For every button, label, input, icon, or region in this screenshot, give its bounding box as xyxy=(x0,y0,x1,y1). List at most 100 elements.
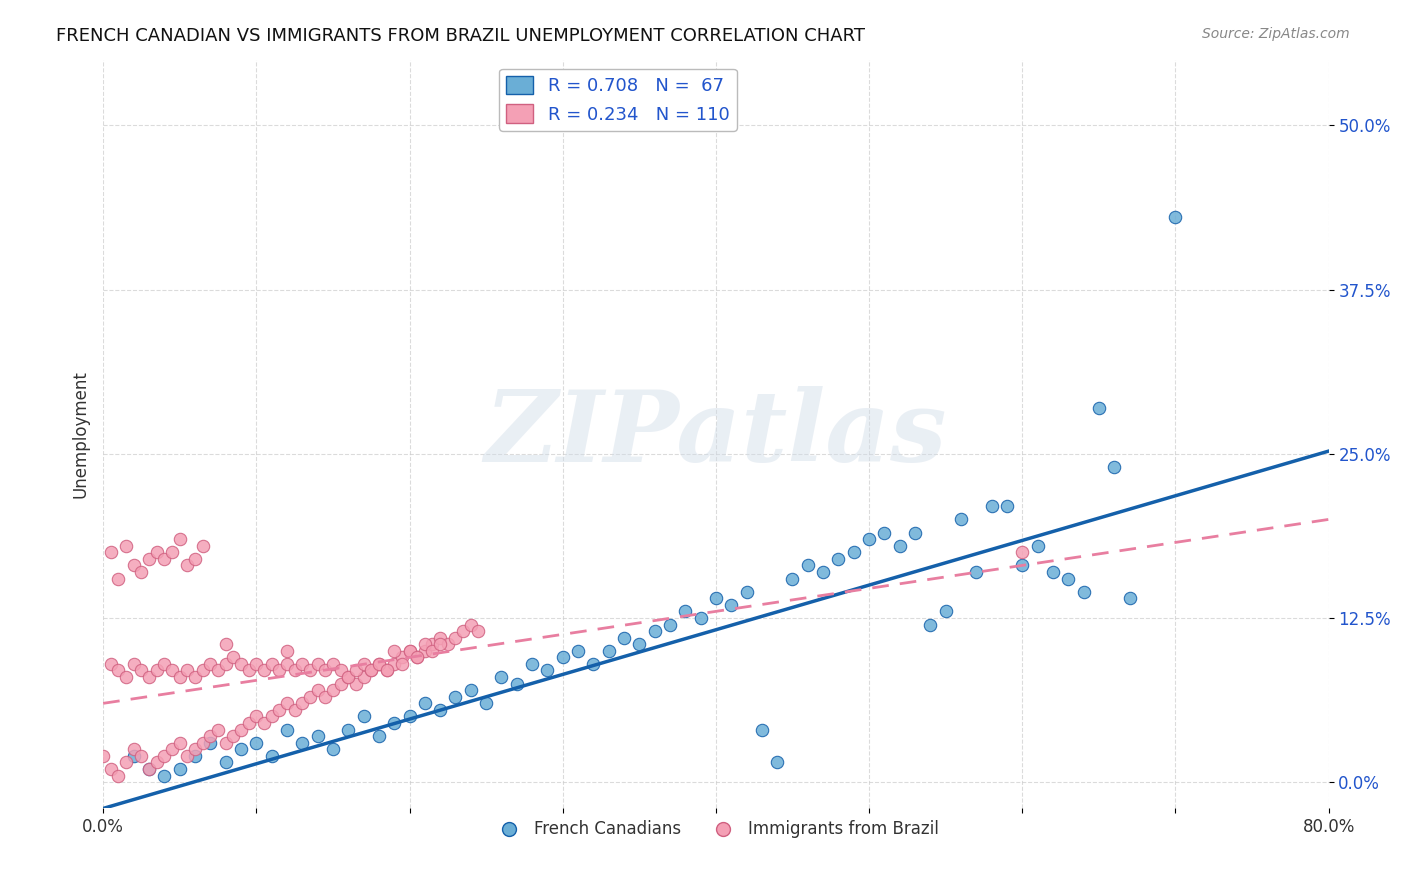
Point xyxy=(291,657,314,671)
Point xyxy=(138,551,160,566)
Point xyxy=(222,650,245,665)
Point xyxy=(145,664,167,678)
Text: Source: ZipAtlas.com: Source: ZipAtlas.com xyxy=(1202,27,1350,41)
Point xyxy=(307,657,329,671)
Point xyxy=(1073,584,1095,599)
Point xyxy=(131,664,153,678)
Point xyxy=(276,657,298,671)
Point xyxy=(138,762,160,776)
Point xyxy=(191,736,214,750)
Point xyxy=(536,664,558,678)
Point xyxy=(238,716,260,731)
Point xyxy=(115,539,138,553)
Point xyxy=(298,690,321,704)
Point xyxy=(406,650,429,665)
Point xyxy=(229,723,252,737)
Point xyxy=(842,545,865,559)
Point xyxy=(253,716,276,731)
Point xyxy=(284,703,307,717)
Point xyxy=(115,670,138,684)
Point xyxy=(375,664,398,678)
Point xyxy=(269,703,291,717)
Point xyxy=(322,683,344,698)
Point xyxy=(253,664,276,678)
Point xyxy=(1026,539,1049,553)
Point xyxy=(889,539,911,553)
Point xyxy=(100,657,122,671)
Point xyxy=(520,657,543,671)
Point xyxy=(314,690,336,704)
Text: FRENCH CANADIAN VS IMMIGRANTS FROM BRAZIL UNEMPLOYMENT CORRELATION CHART: FRENCH CANADIAN VS IMMIGRANTS FROM BRAZI… xyxy=(56,27,865,45)
Point xyxy=(436,637,458,651)
Point xyxy=(307,683,329,698)
Point xyxy=(153,748,176,763)
Point xyxy=(689,611,711,625)
Point xyxy=(873,525,896,540)
Point xyxy=(153,657,176,671)
Point xyxy=(100,762,122,776)
Point xyxy=(720,598,742,612)
Point xyxy=(920,617,942,632)
Point xyxy=(1011,558,1033,573)
Point xyxy=(422,637,444,651)
Point xyxy=(1088,401,1111,415)
Point xyxy=(215,756,238,770)
Point xyxy=(382,644,405,658)
Point xyxy=(153,551,176,566)
Point xyxy=(337,723,360,737)
Point xyxy=(827,551,849,566)
Point xyxy=(467,624,489,638)
Point xyxy=(107,664,129,678)
Point xyxy=(935,604,957,618)
Point xyxy=(131,565,153,579)
Point xyxy=(329,676,352,690)
Point xyxy=(1042,565,1064,579)
Point xyxy=(91,748,114,763)
Point xyxy=(582,657,605,671)
Point xyxy=(460,617,482,632)
Point xyxy=(138,762,160,776)
Point xyxy=(229,657,252,671)
Point xyxy=(811,565,834,579)
Point xyxy=(429,631,451,645)
Point xyxy=(658,617,681,632)
Point xyxy=(904,525,927,540)
Point xyxy=(673,604,696,618)
Point xyxy=(451,624,474,638)
Point xyxy=(567,644,589,658)
Point xyxy=(391,657,413,671)
Point xyxy=(122,657,145,671)
Point xyxy=(949,512,972,526)
Point xyxy=(191,664,214,678)
Point xyxy=(475,697,498,711)
Point xyxy=(353,670,375,684)
Point xyxy=(444,631,467,645)
Point xyxy=(207,723,229,737)
Point xyxy=(491,670,513,684)
Point xyxy=(160,664,183,678)
Point xyxy=(314,664,336,678)
Point xyxy=(322,742,344,756)
Point xyxy=(360,664,382,678)
Point xyxy=(191,539,214,553)
Point xyxy=(122,558,145,573)
Point xyxy=(176,748,198,763)
Point xyxy=(766,756,789,770)
Point xyxy=(644,624,666,638)
Point xyxy=(200,657,222,671)
Point xyxy=(858,532,880,546)
Point xyxy=(145,545,167,559)
Point xyxy=(406,650,429,665)
Point xyxy=(245,657,267,671)
Point xyxy=(215,736,238,750)
Point xyxy=(207,664,229,678)
Point xyxy=(215,657,238,671)
Point xyxy=(353,709,375,723)
Point xyxy=(506,676,529,690)
Point xyxy=(215,637,238,651)
Point xyxy=(398,644,420,658)
Point xyxy=(169,762,191,776)
Point xyxy=(422,644,444,658)
Point xyxy=(276,697,298,711)
Point xyxy=(260,748,283,763)
